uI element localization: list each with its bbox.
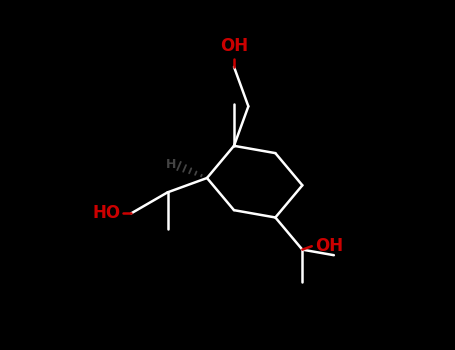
Text: OH: OH [220,37,248,55]
Text: H: H [166,158,176,170]
Text: HO: HO [92,204,120,222]
Text: OH: OH [315,237,343,255]
